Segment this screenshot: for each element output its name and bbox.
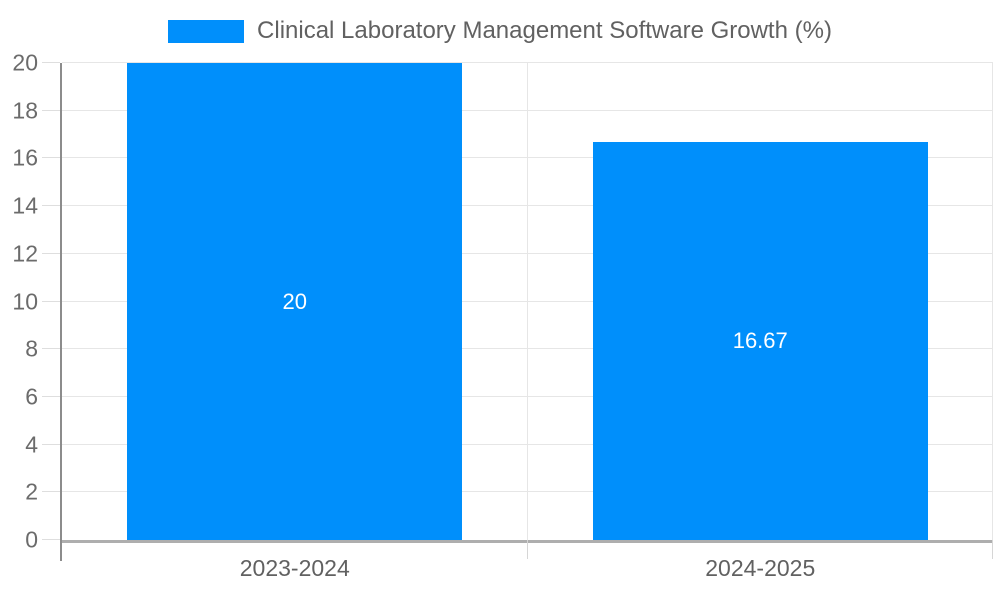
y-axis-tick-label: 2 <box>25 478 38 505</box>
x-axis-category-label: 2024-2025 <box>705 555 816 581</box>
bar-value-label: 20 <box>282 288 307 314</box>
y-axis-tick-label: 20 <box>12 49 38 76</box>
y-gridline <box>62 443 993 445</box>
x-tick <box>992 540 993 559</box>
y-gridline <box>62 491 993 493</box>
plot-area: 0 2 4 6 8 10 12 14 16 18 20 20 2023-2024 16.67 2024-20… <box>12 51 993 581</box>
y-tick <box>42 348 60 350</box>
bar: 16.67 <box>592 142 928 540</box>
y-axis-tick-label: 6 <box>25 383 38 410</box>
x-tick <box>60 540 62 561</box>
legend-label: Clinical Laboratory Management Software … <box>257 17 832 44</box>
bar-value-label: 16.67 <box>732 328 788 354</box>
y-tick <box>42 491 60 493</box>
y-gridline <box>62 252 993 254</box>
y-gridline <box>62 300 993 302</box>
y-tick <box>42 109 60 111</box>
y-tick <box>42 62 60 63</box>
legend-swatch-icon <box>168 19 245 43</box>
y-tick <box>42 205 60 207</box>
y-axis-tick-label: 8 <box>25 335 38 362</box>
y-gridline <box>62 157 993 159</box>
y-axis-tick-label: 14 <box>12 192 38 219</box>
y-axis-tick-label: 12 <box>12 240 38 267</box>
y-axis-tick-label: 16 <box>12 144 38 171</box>
y-tick <box>42 443 60 445</box>
y-gridline <box>62 109 993 111</box>
y-axis-tick-label: 10 <box>12 288 38 314</box>
x-gridline <box>992 63 993 540</box>
x-axis-category-label: 2023-2024 <box>239 555 350 581</box>
y-tick <box>42 395 60 397</box>
y-gridline <box>62 62 993 63</box>
x-tick <box>526 540 528 559</box>
y-axis-tick-label: 4 <box>25 431 38 458</box>
bar: 20 <box>127 63 463 540</box>
chart-legend[interactable]: Clinical Laboratory Management Software … <box>0 17 1000 45</box>
y-axis-tick-label: 18 <box>12 97 38 124</box>
y-gridline <box>62 348 993 350</box>
y-tick <box>42 539 60 540</box>
y-tick <box>42 157 60 159</box>
x-gridline <box>526 63 528 540</box>
y-axis-tick-label: 0 <box>25 526 38 553</box>
y-tick <box>42 300 60 302</box>
y-gridline <box>62 395 993 397</box>
y-gridline <box>62 205 993 207</box>
y-tick <box>42 252 60 254</box>
